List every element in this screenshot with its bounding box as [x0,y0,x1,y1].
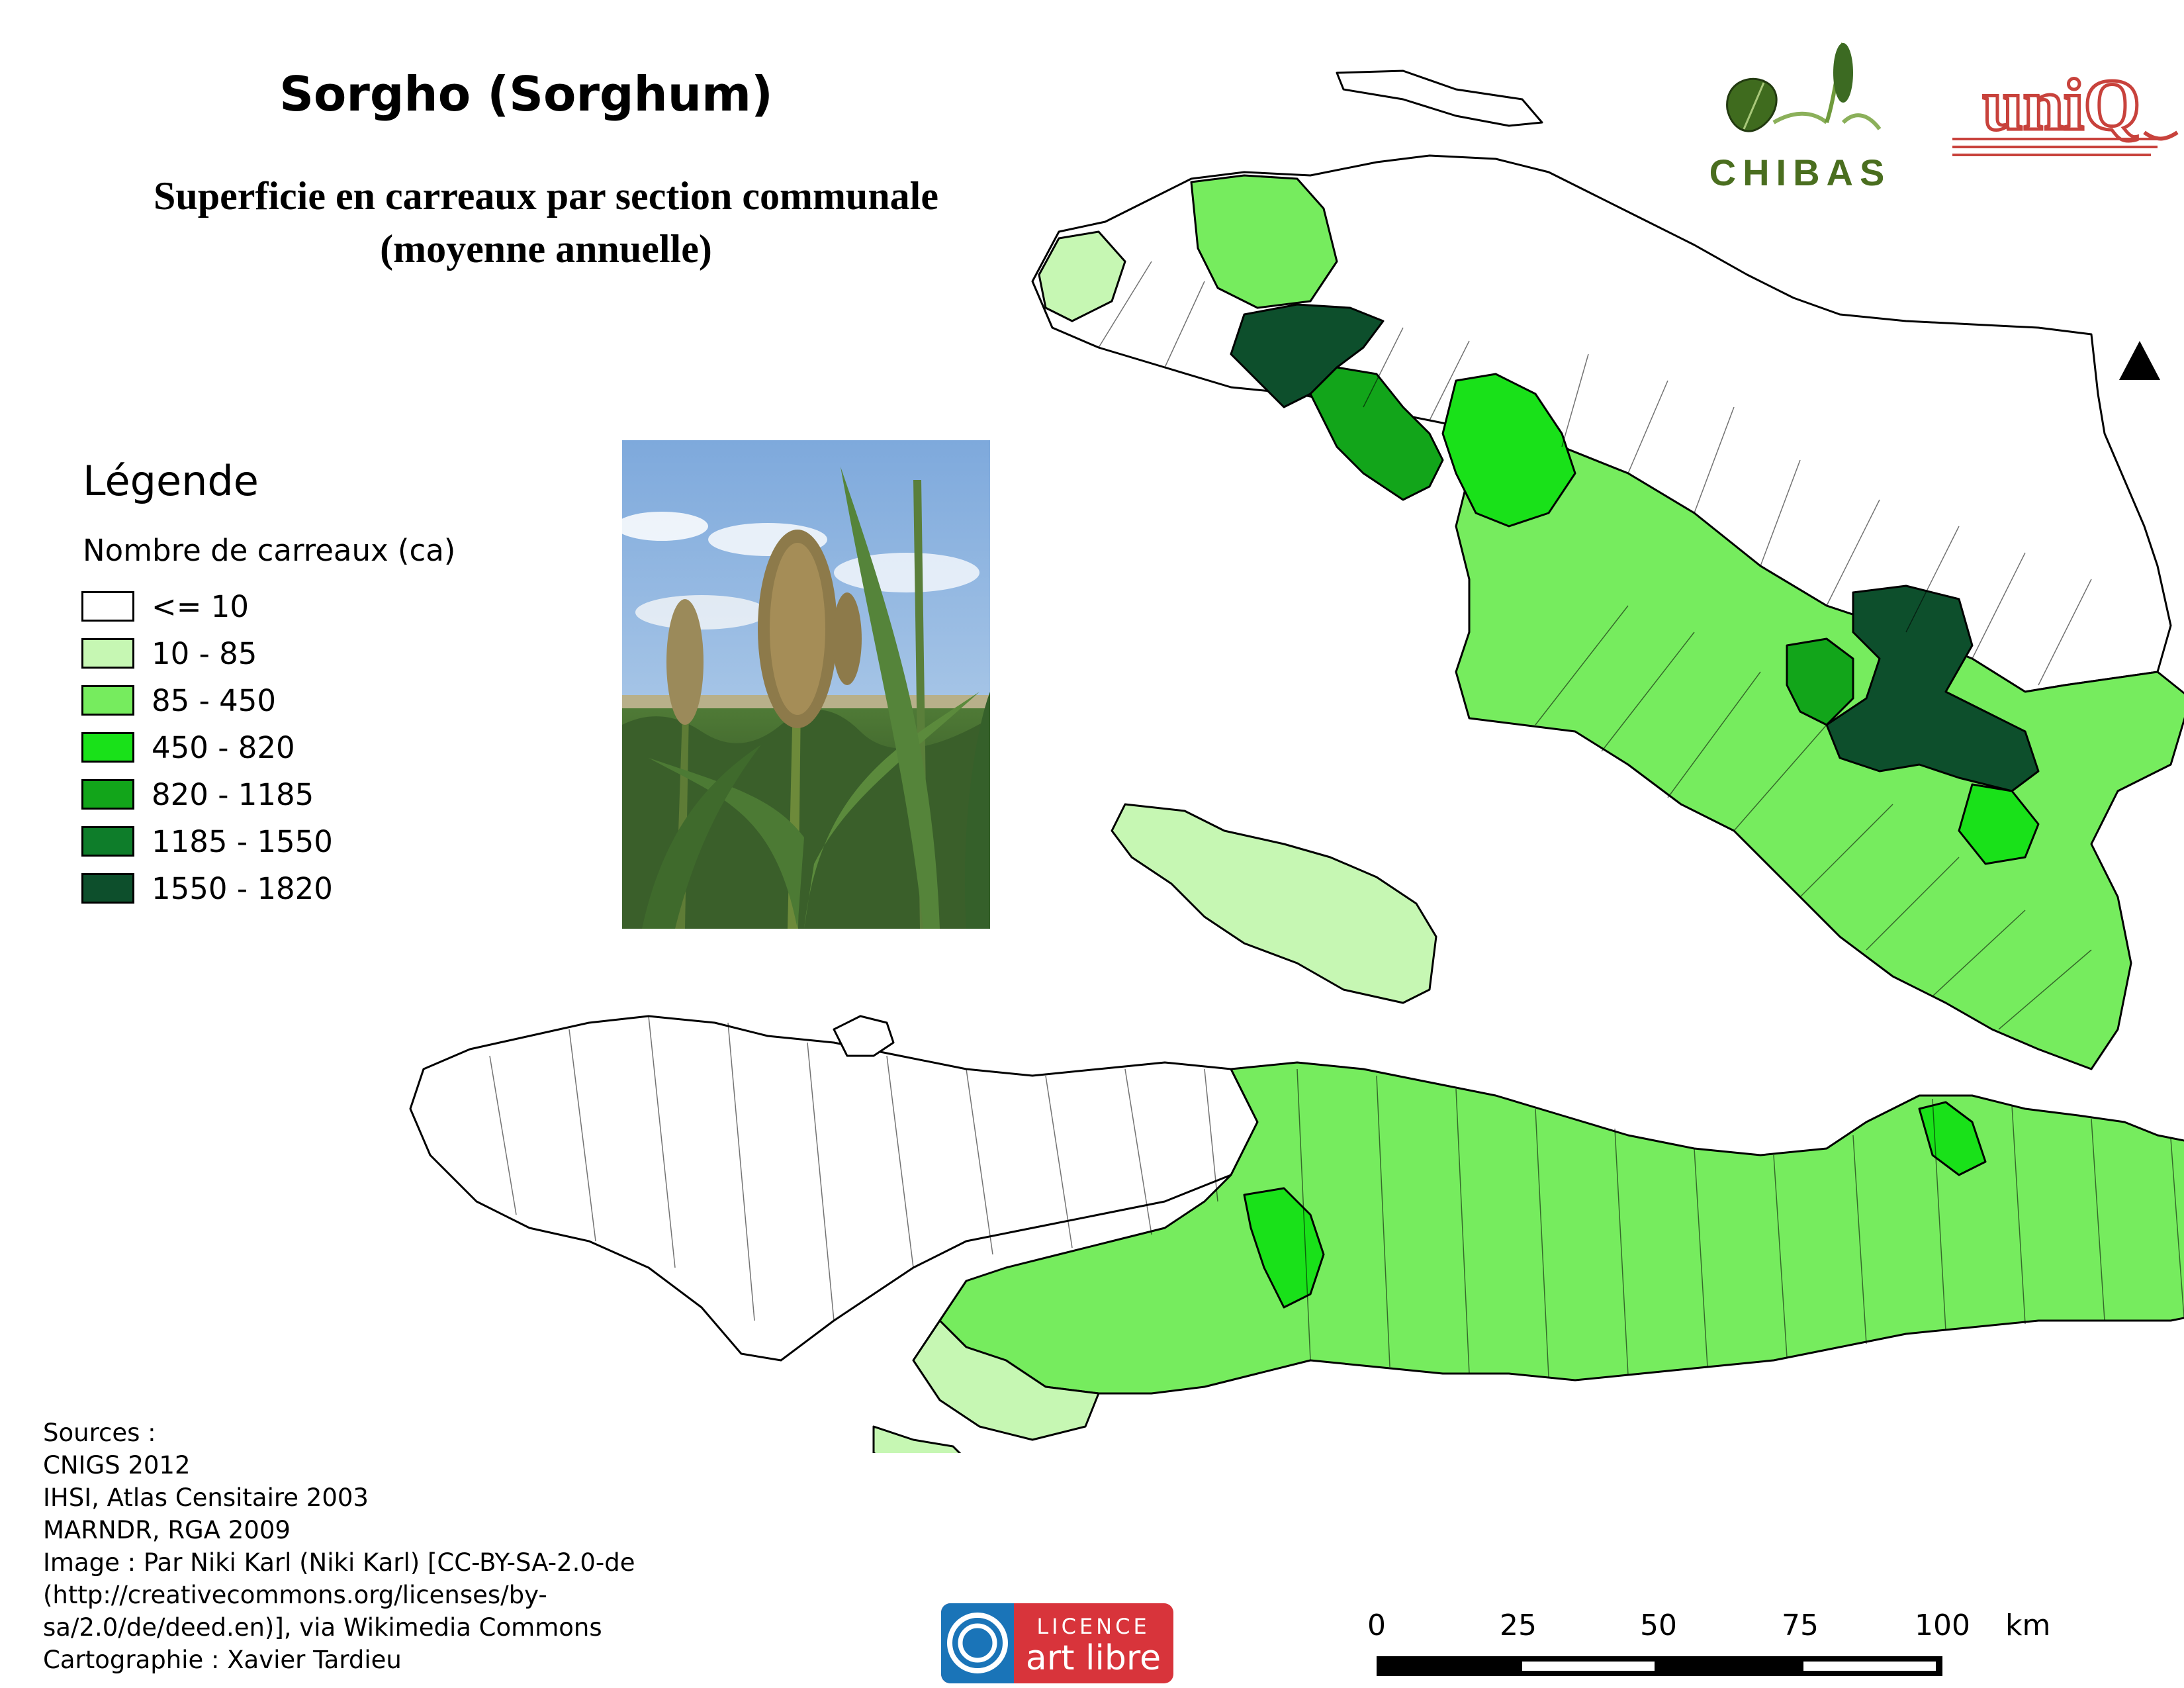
scale-tick-25: 25 [1500,1609,1537,1642]
scale-tick-75: 75 [1782,1609,1819,1642]
sources-line: Cartographie : Xavier Tardieu [43,1646,402,1674]
sources-line: IHSI, Atlas Censitaire 2003 [43,1483,369,1512]
legend-title: Légende [83,457,259,505]
scale-tick-100: 100 [1915,1609,1970,1642]
legend-label: 820 - 1185 [152,776,314,812]
legend-label: 1550 - 1820 [152,870,333,906]
uniq-logo-text: uniQ [1983,66,2140,145]
map-region-northwest-coast [1038,230,1126,322]
legend-label: 1185 - 1550 [152,823,333,859]
legend-label: 10 - 85 [152,635,257,671]
licence-art-libre-logo: LICENCE art libre [941,1603,1173,1683]
map-title: Sorgho (Sorghum) [279,66,773,122]
sources-line: sa/2.0/de/deed.en)], via Wikimedia Commo… [43,1613,602,1642]
chibas-logo-text: CHIBAS [1711,152,1889,193]
chibas-logo: CHIBAS [1711,42,1889,193]
sources-line: MARNDR, RGA 2009 [43,1516,291,1544]
legend-swatch [81,638,134,669]
legend-item-class-7: 1550 - 1820 [81,871,333,906]
legend-swatch [81,873,134,904]
tortuga-island [1336,70,1543,127]
map-subtitle-line2: (moyenne annuelle) [380,227,712,271]
map-region-northwest-band [1190,174,1338,309]
scale-tick-50: 50 [1640,1609,1677,1642]
legend-swatch [81,685,134,716]
licence-top-text: LICENCE [1036,1614,1150,1639]
map-region-class-5-central [1786,637,1854,726]
sources-line: (http://creativecommons.org/licenses/by- [43,1581,547,1609]
scale-bar: 0 25 50 75 100 km [1367,1609,2050,1676]
legend-label: 450 - 820 [152,729,295,765]
legend-item-class-4: 450 - 820 [81,730,295,765]
map-region-south-west [409,1015,1259,1362]
sources-line: Image : Par Niki Karl (Niki Karl) [CC-BY… [43,1548,635,1577]
legend-swatch [81,732,134,763]
map-region-ile-a-vache [872,1425,962,1453]
sources-line: Sources : [43,1419,156,1447]
north-arrow-icon [2119,341,2160,380]
map-region-south-tip [912,1319,1100,1441]
legend-swatch [81,826,134,857]
haiti-choropleth-map [409,70,2184,1453]
map-region-class-4-north [1441,373,1576,528]
sorghum-photo [622,440,990,929]
legend-swatch [81,591,134,622]
map-region-cayemites [833,1015,895,1057]
legend-item-class-6: 1185 - 1550 [81,824,333,859]
legend-swatch [81,779,134,810]
licence-bottom-text: art libre [1026,1638,1161,1678]
legend-item-class-5: 820 - 1185 [81,777,314,812]
map-region-class-7-central [1825,585,2040,792]
scale-unit: km [2005,1609,2050,1642]
legend-label: <= 10 [152,588,249,624]
legend-item-class-1: <= 10 [81,589,249,624]
legend-subtitle: Nombre de carreaux (ca) [83,533,456,568]
map-subtitle-line1: Superficie en carreaux par section commu… [154,174,938,218]
uniq-logo: uniQ [1952,66,2179,156]
sources-line: CNIGS 2012 [43,1451,191,1479]
sources-block: Sources : CNIGS 2012 IHSI, Atlas Censita… [43,1417,635,1676]
legend-item-class-2: 10 - 85 [81,636,257,671]
map-region-class-4-east [1958,783,2040,865]
legend-item-class-3: 85 - 450 [81,683,276,718]
map-region-class-5-north [1309,366,1444,501]
map-region-gonave [1111,803,1437,1004]
legend-label: 85 - 450 [152,682,276,718]
scale-tick-0: 0 [1367,1609,1386,1642]
